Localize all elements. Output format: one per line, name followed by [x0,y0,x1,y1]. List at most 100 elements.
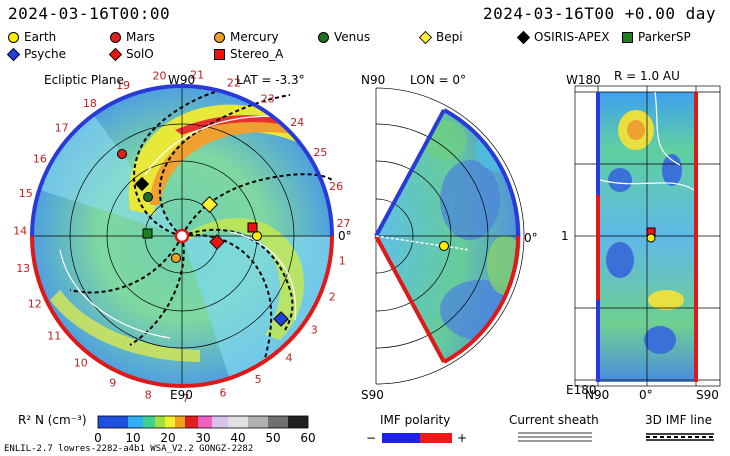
ecliptic-e90: E90 [170,388,193,402]
imf-negative-swatch [382,433,420,443]
carrington-label: 27 [337,217,351,230]
shell-earth-marker [646,233,656,243]
legend-item-mercury: Mercury [214,30,279,44]
shell-mid-label: 1 [561,229,569,243]
colorbar-tick: 20 [160,431,175,445]
legend-label: Mercury [230,30,279,44]
legend-label: Stereo_A [230,47,284,61]
legend-label: ParkerSP [638,30,691,44]
colorbar-tick: 50 [265,431,280,445]
legend-item-venus: Venus [318,30,370,44]
carrington-label: 10 [74,357,88,370]
carrington-label: 6 [220,387,227,400]
carrington-label: 9 [109,376,116,389]
circle-icon [110,32,121,43]
mercury-marker [171,253,181,263]
ecliptic-w90: W90 [168,73,195,87]
mars-marker [117,149,127,159]
carrington-label: 20 [153,70,167,83]
carrington-labels: 20 21222324252627123456789101112131415161… [13,69,350,405]
colorbar-tick: 40 [230,431,245,445]
carrington-label: 18 [83,97,97,110]
bepi-marker [201,196,218,213]
legend-label: Bepi [436,30,463,44]
square-icon [622,32,633,43]
square-icon [214,49,225,60]
carrington-label: 11 [47,330,61,343]
legend-label: SolO [126,47,154,61]
shell-1au-plot [574,85,721,387]
legend-item-parkersp: ParkerSP [622,30,691,44]
legend-item-psyche: Psyche [6,47,66,62]
meridional-n90: N90 [361,73,385,87]
solo-marker [209,234,225,250]
earth-marker [252,231,262,241]
sun-marker [174,228,190,244]
legend-label: Venus [334,30,371,44]
carrington-label: 22 [227,77,241,90]
carrington-label: 13 [16,262,30,275]
shell-e180: E180 [566,383,597,397]
shell-title: R = 1.0 AU [614,69,680,83]
meridional-plane-plot [374,87,525,385]
ecliptic-lat: LAT = -3.3° [236,73,305,87]
shell-w180: W180 [566,73,601,87]
imf-positive-swatch [420,433,452,443]
circle-icon [8,32,19,43]
carrington-label: 3 [311,324,318,337]
density-colorbar: 0 10 20 30 40 50 60 [94,415,316,445]
carrington-label: 16 [33,152,47,165]
legend-item-stereo-a: Stereo_A [214,47,283,61]
ecliptic-zero: 0° [338,229,352,243]
parker-marker [142,228,153,239]
carrington-label: 24 [290,116,304,129]
legend-item-osiris-apex: OSIRIS-APEX [516,30,610,45]
shell-n90: N90 [585,388,609,402]
colorbar-tick: 0 [94,431,102,445]
footer-model-info: ENLIL-2.7 lowres-2282-a4b1 WSA_V2.2 GONG… [4,444,254,454]
carrington-label: 4 [286,352,293,365]
circle-icon [318,32,329,43]
legend-label: Mars [126,30,155,44]
shell-zero: 0° [639,388,653,402]
legend-item-solo: SolO [108,47,154,62]
date-right: 2024-03-16T00 +0.00 day [482,4,716,23]
carrington-label: 14 [13,224,27,237]
shell-s90: S90 [696,388,719,402]
imf-minus: − [366,431,376,445]
legend-label: OSIRIS-APEX [534,30,610,44]
carrington-label: 2 [329,291,336,304]
imf-plus: + [457,431,467,445]
legend-label: Psyche [24,47,66,61]
colorbar-label: R² N (cm⁻³) [18,413,87,427]
legend-item-mars: Mars [110,30,155,44]
imfline-swatch [646,433,714,441]
date-left: 2024-03-16T00:00 [8,4,171,23]
meridional-lon: LON = 0° [410,73,466,87]
legend-label: Earth [24,30,57,44]
carrington-label: 21 [190,69,204,82]
carrington-label: 5 [255,373,262,386]
circle-icon [214,32,225,43]
carrington-label: 25 [313,146,327,159]
sheath-title: Current sheath [509,413,599,427]
carrington-label: 19 [116,79,130,92]
carrington-label: 8 [145,389,152,402]
meridional-earth-marker [439,241,449,251]
imfline-title: 3D IMF line [645,413,712,427]
colorbar-tick: 30 [195,431,210,445]
carrington-label: 15 [19,187,33,200]
ecliptic-title: Ecliptic Plane [44,73,124,87]
ecliptic-plane-plot: 20 21222324252627123456789101112131415161… [13,69,350,405]
sheath-swatch [518,432,592,442]
psyche-marker [273,311,289,327]
carrington-label: 26 [329,180,343,193]
imf-title: IMF polarity [380,413,450,427]
colorbar-tick: 60 [300,431,315,445]
carrington-label: 17 [55,122,69,135]
legend-item-earth: Earth [8,30,56,44]
venus-marker [143,192,153,202]
carrington-label: 23 [261,93,275,106]
meridional-s90: S90 [361,388,384,402]
